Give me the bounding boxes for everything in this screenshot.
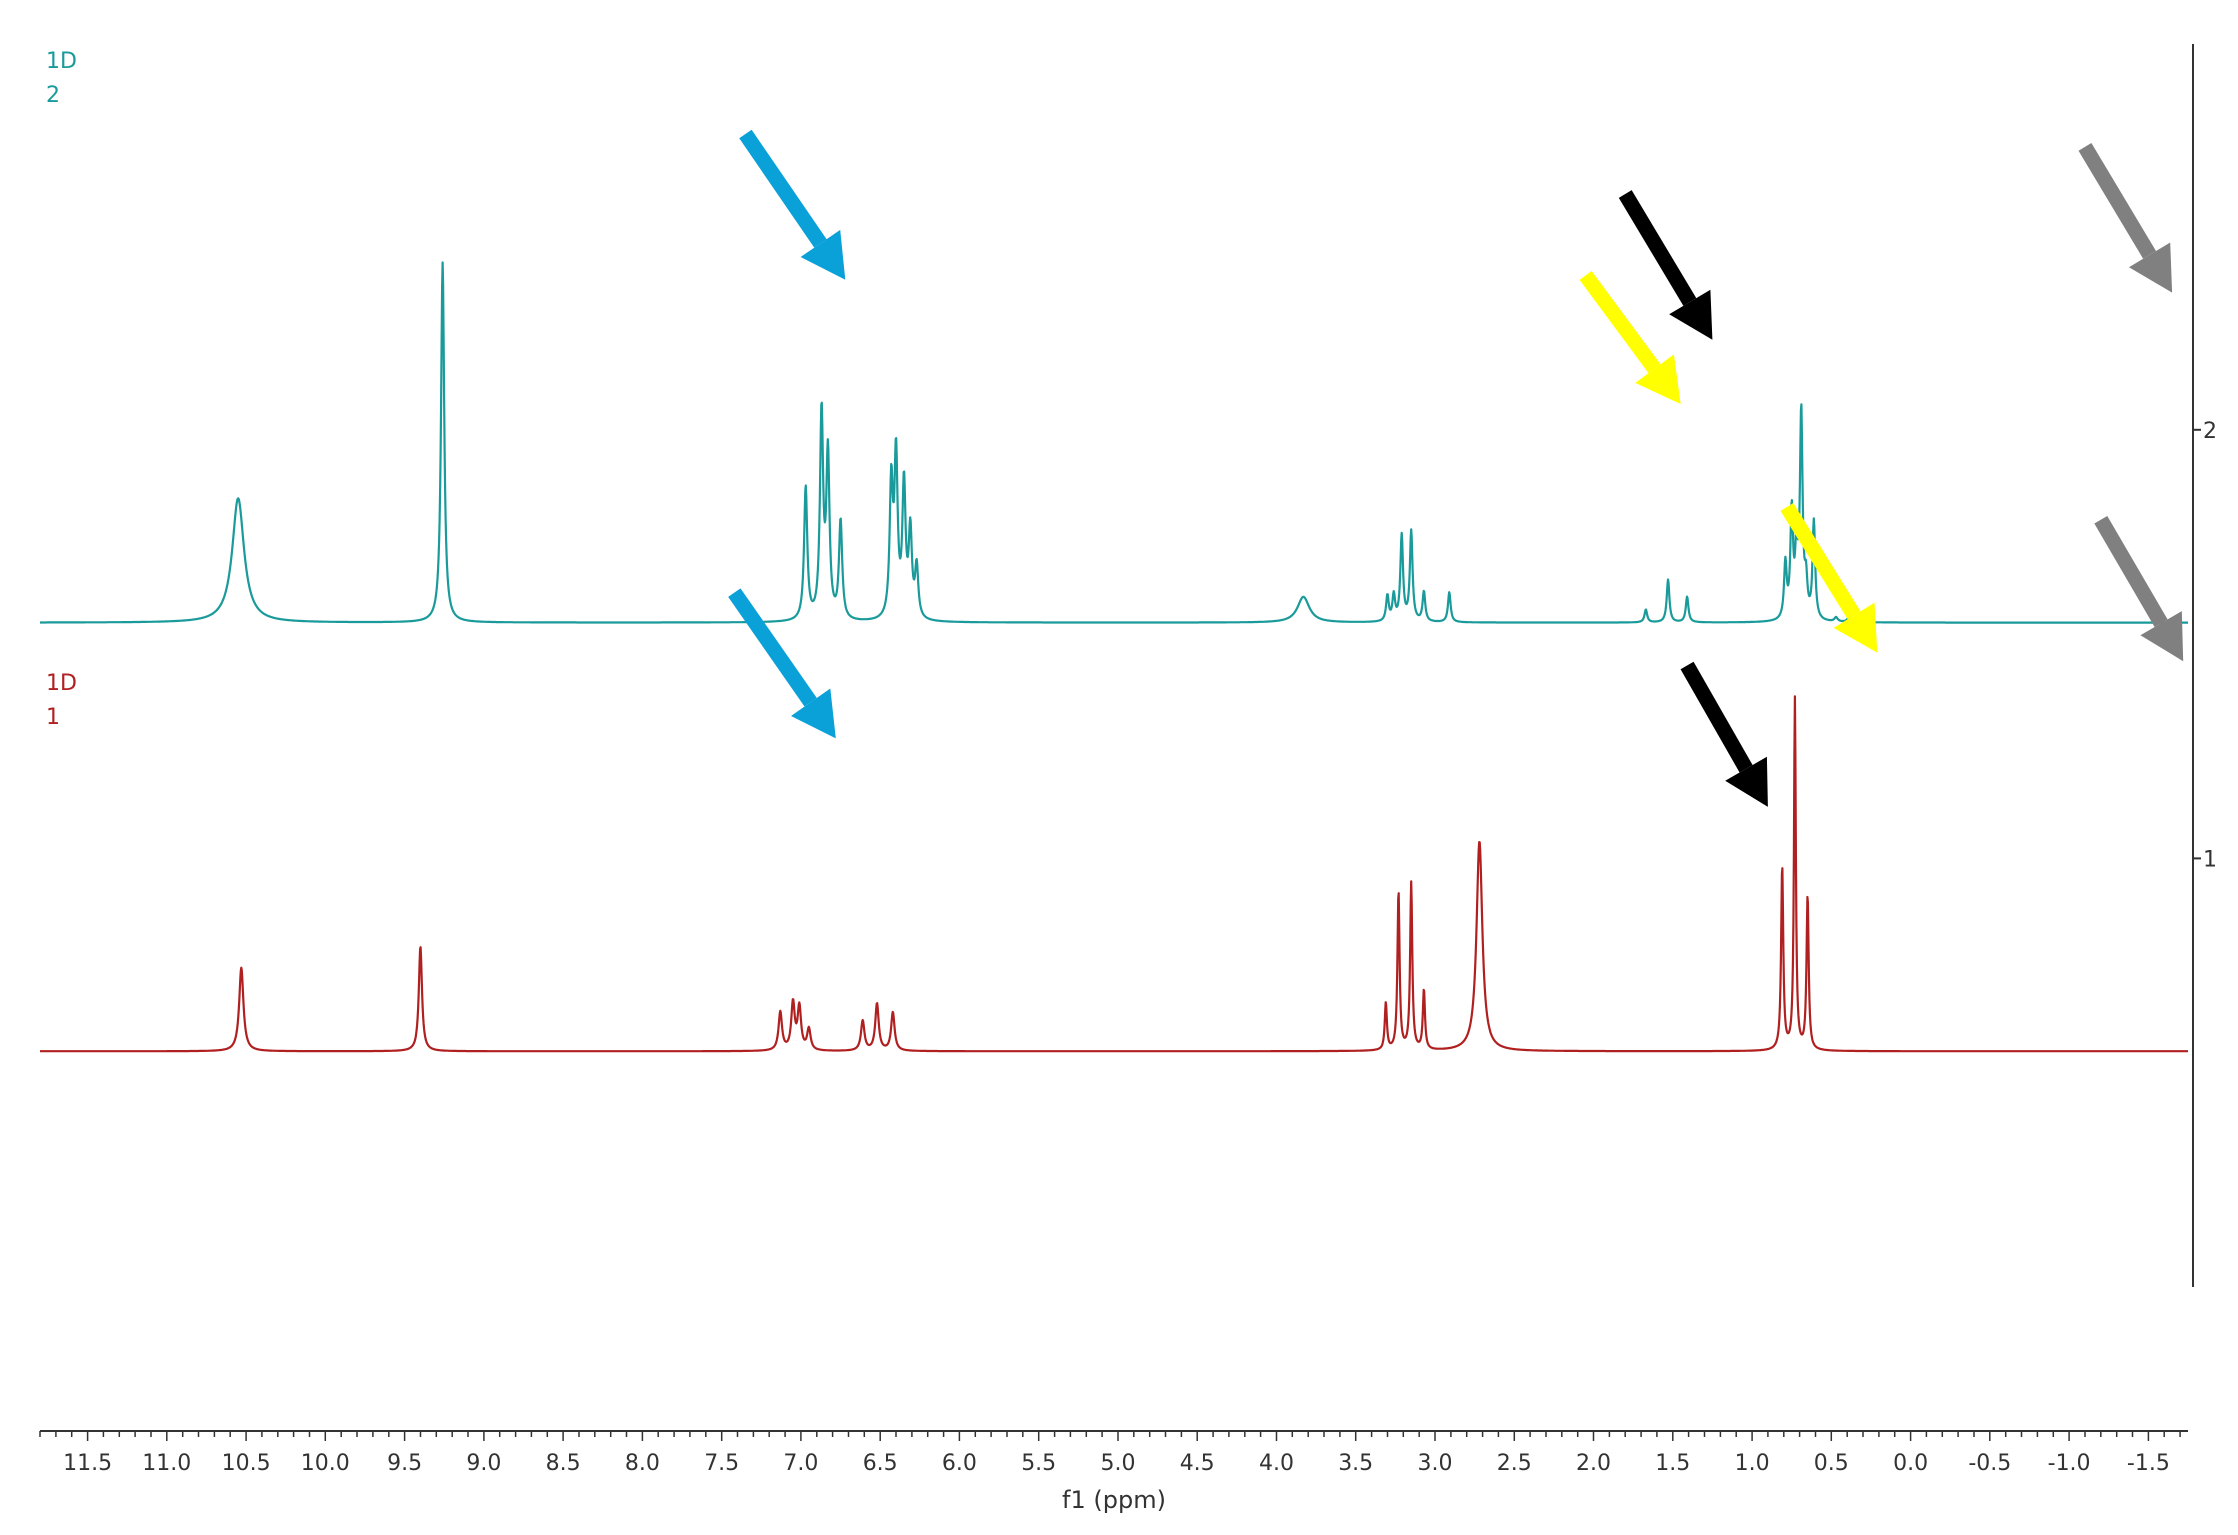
annotation-arrow-3: [1579, 270, 1681, 404]
x-tick-label: -0.5: [1968, 1451, 2011, 1476]
arrow-head: [1833, 602, 1878, 653]
y-axis: 21: [2192, 44, 2217, 1287]
arrow-head: [791, 688, 836, 739]
x-tick-label: 7.0: [783, 1451, 818, 1476]
x-tick-label: 10.5: [222, 1451, 271, 1476]
x-tick-label: 9.5: [387, 1451, 422, 1476]
arrow-head: [2129, 242, 2173, 293]
x-axis: f1 (ppm) 11.5 11.0 10.5 10.0 9.5 9.0 8.5 8.0 7.5…: [39, 1430, 2188, 1514]
x-tick-label: 2.5: [1497, 1451, 1532, 1476]
spectrum-line-2: [39, 695, 2189, 1053]
spectra-layer: [39, 261, 2189, 1053]
annotation-arrow-5: [728, 588, 836, 739]
y-tick-label: 1: [2203, 847, 2217, 872]
arrow-head: [1635, 354, 1681, 404]
x-tick-label: 5.5: [1021, 1451, 1056, 1476]
spectrum-line-1: [39, 261, 2189, 624]
x-tick-label: 9.0: [466, 1451, 501, 1476]
series-labels: 1D 2 1D 1: [46, 49, 77, 730]
arrow-shaft: [2094, 515, 2168, 627]
x-tick-label: 6.0: [942, 1451, 977, 1476]
arrow-shaft: [1579, 270, 1661, 374]
x-tick-label: 0.0: [1893, 1451, 1928, 1476]
x-tick-label: 4.0: [1259, 1451, 1294, 1476]
x-tick-label: 7.5: [704, 1451, 739, 1476]
arrow-head: [800, 229, 846, 280]
y-tick-label: 2: [2203, 419, 2217, 444]
arrow-head: [1725, 756, 1768, 807]
annotation-arrow-6: [1680, 661, 1768, 807]
x-tick-label: 1.0: [1735, 1451, 1770, 1476]
x-tick-label: 10.0: [301, 1451, 350, 1476]
series-label-2-line-2: 1: [46, 705, 60, 730]
x-axis-label: f1 (ppm): [1062, 1486, 1166, 1514]
x-tick-label: 11.5: [63, 1451, 112, 1476]
x-tick-label: -1.5: [2127, 1451, 2170, 1476]
series-label-1-line-2: 2: [46, 83, 60, 108]
x-tick-label: 6.5: [863, 1451, 898, 1476]
x-tick-label: 5.0: [1101, 1451, 1136, 1476]
x-tick-label: -1.0: [2048, 1451, 2091, 1476]
arrow-shaft: [1780, 502, 1861, 620]
arrow-shaft: [2078, 143, 2156, 259]
x-tick-label: 1.5: [1655, 1451, 1690, 1476]
annotation-arrow-1: [739, 129, 846, 280]
x-tick-label: 3.5: [1338, 1451, 1373, 1476]
arrow-shaft: [728, 588, 817, 707]
x-tick-label: 11.0: [142, 1451, 191, 1476]
arrow-head: [1669, 289, 1713, 340]
annotation-arrow-8: [2094, 515, 2184, 662]
annotation-arrow-7: [1780, 502, 1878, 653]
series-label-2-line-1: 1D: [46, 671, 77, 696]
x-tick-label: 4.5: [1180, 1451, 1215, 1476]
series-label-1-line-1: 1D: [46, 49, 77, 74]
arrow-shaft: [739, 129, 827, 248]
x-tick-label: 8.5: [546, 1451, 581, 1476]
x-tick-label: 8.0: [625, 1451, 660, 1476]
x-tick-label: 3.0: [1418, 1451, 1453, 1476]
annotation-arrow-4: [2078, 143, 2173, 293]
x-tick-label: 2.0: [1576, 1451, 1611, 1476]
arrow-shaft: [1618, 190, 1697, 306]
arrow-head: [2140, 611, 2184, 662]
arrow-shaft: [1680, 661, 1753, 773]
annotation-arrows: [728, 129, 2184, 807]
x-tick-label: 0.5: [1814, 1451, 1849, 1476]
annotation-arrow-2: [1618, 190, 1713, 340]
